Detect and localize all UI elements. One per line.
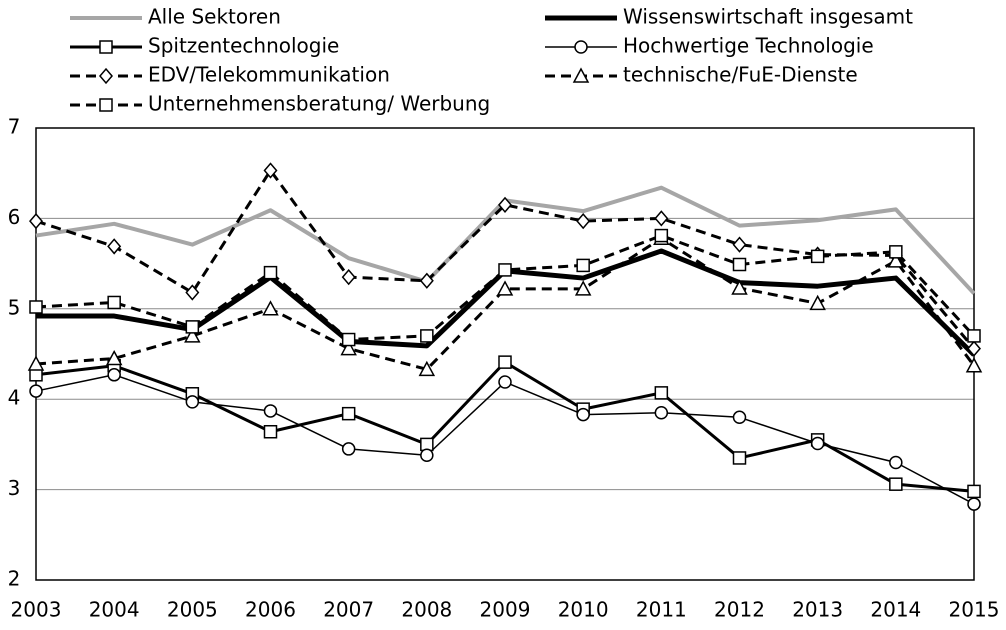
marker <box>889 245 903 259</box>
marker <box>732 410 747 425</box>
marker <box>420 329 434 343</box>
marker <box>341 269 356 286</box>
marker <box>967 329 981 343</box>
marker <box>105 349 123 366</box>
marker <box>263 265 278 280</box>
legend-label: EDV/Telekommunikation <box>148 63 390 87</box>
x-tick-label: 2006 <box>245 598 296 622</box>
marker <box>498 263 512 277</box>
marker <box>810 249 825 264</box>
marker <box>341 332 356 347</box>
marker <box>419 272 434 289</box>
marker <box>965 357 983 373</box>
x-tick-label: 2015 <box>949 598 1000 622</box>
series-line <box>35 374 975 505</box>
x-tick-label: 2007 <box>323 598 374 622</box>
marker <box>654 406 669 420</box>
y-tick-label: 6 <box>8 205 21 229</box>
y-tick-label: 2 <box>8 567 21 591</box>
marker <box>889 477 903 491</box>
x-tick-label: 2003 <box>11 598 62 622</box>
marker <box>576 212 591 230</box>
x-tick-label: 2012 <box>714 598 765 622</box>
marker <box>27 355 45 371</box>
marker <box>99 98 113 112</box>
marker <box>732 236 747 253</box>
legend-label: Wissenswirtschaft insgesamt <box>623 5 913 29</box>
y-tick-label: 5 <box>8 295 21 319</box>
marker <box>498 375 512 389</box>
legend-label: Unternehmensberatung/ Werbung <box>148 92 490 116</box>
marker <box>99 67 113 85</box>
marker <box>263 424 278 439</box>
marker <box>107 368 121 382</box>
marker <box>654 386 669 400</box>
marker <box>340 339 357 356</box>
marker <box>810 436 825 451</box>
legend-label: technische/FuE-Dienste <box>623 63 858 87</box>
marker <box>731 279 748 295</box>
marker <box>889 455 903 470</box>
marker <box>654 228 669 243</box>
marker <box>496 280 514 296</box>
marker <box>262 300 279 316</box>
marker <box>107 295 121 310</box>
legend-label: Hochwertige Technologie <box>623 34 874 58</box>
x-tick-label: 2014 <box>870 598 921 622</box>
legend-label: Alle Sektoren <box>148 5 281 29</box>
marker <box>576 407 590 422</box>
legend-label: Spitzentechnologie <box>148 34 339 58</box>
x-tick-label: 2011 <box>636 598 687 622</box>
marker <box>498 196 512 213</box>
marker <box>263 404 278 418</box>
marker <box>576 258 590 273</box>
marker <box>99 40 113 54</box>
marker <box>574 280 592 296</box>
marker <box>185 320 200 334</box>
marker <box>967 484 981 499</box>
marker <box>967 340 981 357</box>
marker <box>107 238 122 255</box>
x-tick-label: 2013 <box>792 598 843 622</box>
marker <box>341 406 356 421</box>
x-tick-label: 2009 <box>480 598 531 622</box>
plot-frame <box>35 127 975 581</box>
marker <box>29 212 43 230</box>
x-tick-label: 2008 <box>401 598 452 622</box>
marker <box>654 210 669 227</box>
marker <box>418 360 436 377</box>
y-tick-label: 3 <box>8 476 21 500</box>
marker <box>185 284 200 301</box>
marker <box>967 497 981 511</box>
marker <box>498 355 512 369</box>
marker <box>29 300 43 314</box>
marker <box>887 252 905 268</box>
marker <box>732 451 747 465</box>
marker <box>809 294 826 311</box>
marker <box>420 448 434 462</box>
marker <box>184 327 201 343</box>
x-tick-label: 2004 <box>89 598 140 622</box>
marker <box>29 384 43 398</box>
marker <box>185 395 200 409</box>
y-tick-label: 7 <box>8 115 21 139</box>
x-tick-label: 2010 <box>558 598 609 622</box>
marker <box>572 67 590 83</box>
series-line <box>35 236 976 371</box>
marker <box>341 442 356 456</box>
y-tick-label: 4 <box>8 386 21 410</box>
marker <box>574 40 588 54</box>
x-tick-label: 2005 <box>167 598 218 622</box>
marker <box>732 257 747 272</box>
marker <box>263 162 278 179</box>
